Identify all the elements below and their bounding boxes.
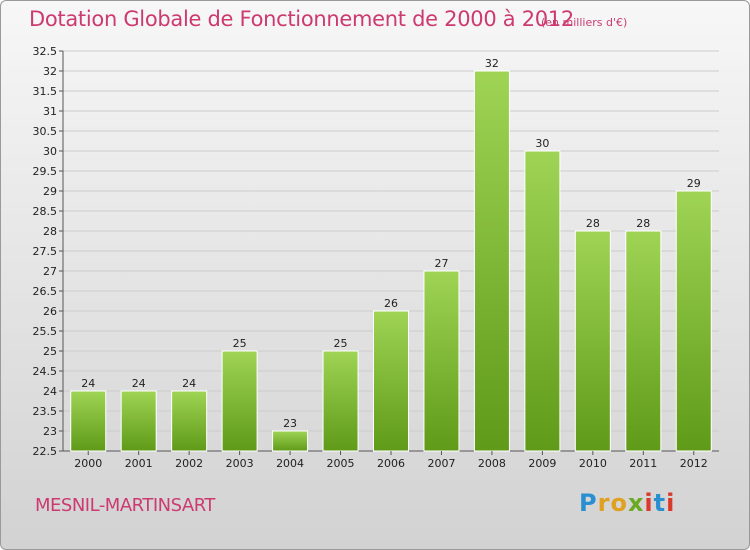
bar-value-label: 23 <box>283 417 297 430</box>
commune-name: MESNIL-MARTINSART <box>35 495 215 516</box>
proxiti-logo: Proxiti <box>579 489 675 517</box>
logo-letter: o <box>610 489 628 517</box>
y-tick-label: 31 <box>43 105 57 118</box>
bar <box>171 390 208 452</box>
bar-value-label: 24 <box>81 377 95 390</box>
bar <box>574 230 611 452</box>
bar-value-label: 30 <box>535 137 549 150</box>
y-tick-label: 25 <box>43 345 57 358</box>
y-tick-label: 32.5 <box>33 45 58 58</box>
x-tick-label: 2004 <box>276 457 304 470</box>
bar <box>423 270 460 452</box>
bar <box>322 350 359 452</box>
bar-value-label: 32 <box>485 57 499 70</box>
logo-letter: r <box>597 489 611 517</box>
y-tick-label: 24.5 <box>33 365 58 378</box>
y-tick-label: 32 <box>43 65 57 78</box>
logo-letter: x <box>627 489 645 517</box>
x-tick-label: 2002 <box>175 457 203 470</box>
logo-letter: i <box>666 489 676 517</box>
x-tick-label: 2006 <box>377 457 405 470</box>
y-tick-label: 27 <box>43 265 57 278</box>
bar-value-label: 29 <box>687 177 701 190</box>
bar <box>675 190 712 452</box>
chart-title: Dotation Globale de Fonctionnement de 20… <box>29 7 574 31</box>
logo-letter: i <box>644 489 654 517</box>
bar-value-label: 26 <box>384 297 398 310</box>
bar-value-label: 24 <box>132 377 146 390</box>
y-tick-label: 29.5 <box>33 165 58 178</box>
bar <box>70 390 107 452</box>
bar-value-label: 28 <box>586 217 600 230</box>
y-tick-label: 26 <box>43 305 57 318</box>
x-tick-label: 2000 <box>74 457 102 470</box>
x-tick-label: 2009 <box>528 457 556 470</box>
x-tick-label: 2001 <box>125 457 153 470</box>
bar-value-label: 24 <box>182 377 196 390</box>
y-tick-label: 28 <box>43 225 57 238</box>
x-tick-label: 2007 <box>427 457 455 470</box>
x-tick-label: 2012 <box>680 457 708 470</box>
bar <box>120 390 157 452</box>
bar <box>473 70 510 452</box>
bar-value-label: 25 <box>334 337 348 350</box>
y-tick-label: 31.5 <box>33 85 58 98</box>
x-tick-label: 2011 <box>629 457 657 470</box>
bar <box>221 350 258 452</box>
bar-value-label: 27 <box>434 257 448 270</box>
bar <box>272 430 309 452</box>
y-tick-label: 30.5 <box>33 125 58 138</box>
logo-letter: t <box>653 489 667 517</box>
y-tick-label: 24 <box>43 385 57 398</box>
x-tick-label: 2008 <box>478 457 506 470</box>
y-tick-label: 28.5 <box>33 205 58 218</box>
x-tick-label: 2010 <box>579 457 607 470</box>
y-tick-label: 25.5 <box>33 325 58 338</box>
bar-value-label: 28 <box>636 217 650 230</box>
logo-letter: P <box>579 489 598 517</box>
bar-value-label: 25 <box>233 337 247 350</box>
y-tick-label: 23.5 <box>33 405 58 418</box>
y-tick-label: 27.5 <box>33 245 58 258</box>
bar <box>524 150 561 452</box>
x-tick-label: 2005 <box>327 457 355 470</box>
y-tick-label: 23 <box>43 425 57 438</box>
bar <box>373 310 409 452</box>
bar-chart: 22.5 23 23.5 24 24.5 25 25.5 26 26.5 27 27.5 28 28.5… <box>33 45 719 470</box>
y-tick-label: 22.5 <box>33 445 58 458</box>
x-tick-label: 2003 <box>226 457 254 470</box>
y-tick-label: 29 <box>43 185 57 198</box>
y-tick-label: 30 <box>43 145 57 158</box>
chart-unit: (en milliers d'€) <box>541 16 628 29</box>
y-tick-label: 26.5 <box>33 285 58 298</box>
bar <box>625 230 662 452</box>
